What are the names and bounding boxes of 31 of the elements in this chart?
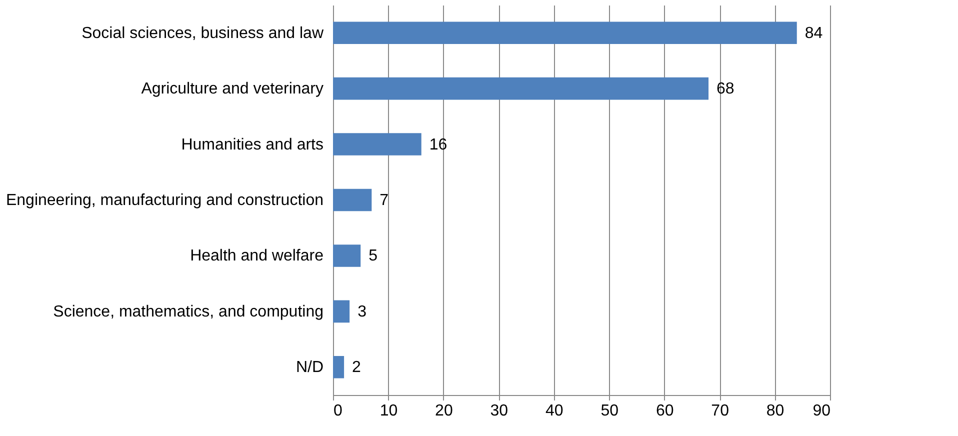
y-tick-label: Agriculture and veterinary [141, 80, 324, 98]
y-tick-label: Humanities and arts [181, 136, 324, 154]
bar [333, 244, 361, 267]
bar [333, 133, 422, 156]
x-tick-label: 60 [656, 402, 674, 420]
bar [333, 356, 344, 378]
bar [333, 22, 797, 44]
x-tick-label: 50 [600, 402, 619, 420]
y-tick-label: Science, mathematics, and computing [53, 303, 324, 320]
data-label: 2 [352, 359, 362, 376]
x-tick-label: 70 [711, 402, 730, 420]
x-tick-label: 30 [490, 402, 508, 420]
data-label: 7 [380, 192, 389, 209]
x-tick-label: 80 [766, 402, 784, 420]
data-label: 3 [358, 303, 367, 320]
x-tick-label: 10 [380, 402, 398, 420]
x-tick-label: 0 [334, 402, 342, 420]
data-label: 84 [804, 24, 823, 42]
y-tick-label: N/D [296, 359, 324, 376]
x-tick-label: 40 [545, 402, 564, 420]
y-tick-label: Social sciences, business and law [82, 24, 324, 42]
y-tick-label: Health and welfare [190, 248, 324, 265]
bar [333, 77, 709, 100]
data-label: 68 [716, 80, 734, 98]
x-tick-label: 20 [435, 402, 453, 420]
bar [333, 300, 350, 323]
x-tick-label: 90 [812, 402, 831, 420]
data-label: 5 [368, 248, 378, 265]
y-tick-label: Engineering, manufacturing and construction [6, 192, 324, 209]
bar [333, 188, 372, 212]
data-label: 16 [429, 136, 448, 154]
